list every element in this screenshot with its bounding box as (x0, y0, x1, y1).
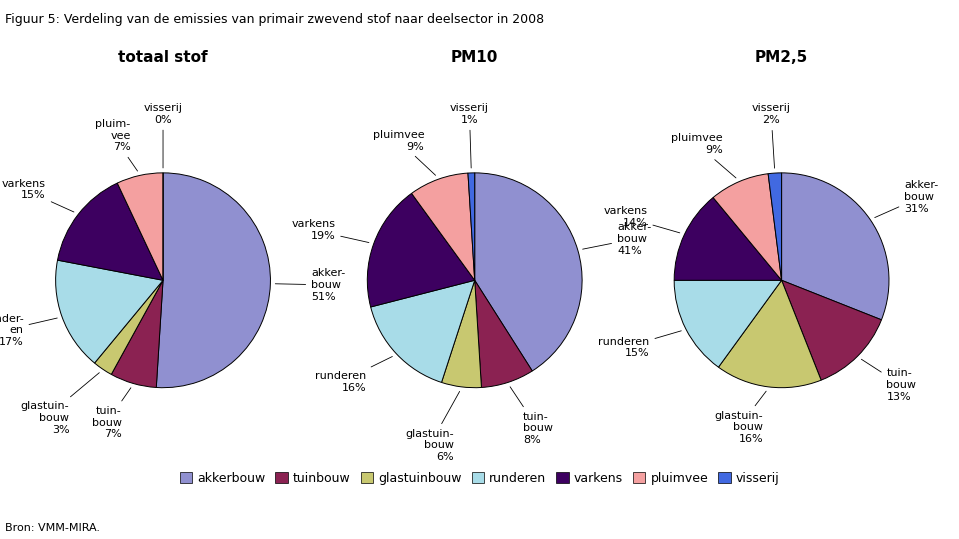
Wedge shape (475, 280, 532, 388)
Text: varkens
19%: varkens 19% (292, 219, 369, 243)
Wedge shape (475, 173, 582, 371)
Wedge shape (782, 280, 881, 380)
Text: akker-
bouw
51%: akker- bouw 51% (275, 268, 345, 301)
Wedge shape (58, 183, 163, 280)
Wedge shape (371, 280, 475, 383)
Wedge shape (441, 280, 481, 388)
Wedge shape (713, 174, 782, 280)
Text: akker-
bouw
31%: akker- bouw 31% (875, 181, 939, 218)
Wedge shape (156, 173, 270, 388)
Text: tuin-
bouw
13%: tuin- bouw 13% (861, 360, 917, 402)
Text: varkens
14%: varkens 14% (603, 206, 680, 233)
Wedge shape (468, 173, 475, 280)
Text: visserij
1%: visserij 1% (450, 103, 489, 168)
Wedge shape (782, 173, 889, 320)
Legend: akkerbouw, tuinbouw, glastuinbouw, runderen, varkens, pluimvee, visserij: akkerbouw, tuinbouw, glastuinbouw, runde… (175, 467, 784, 489)
Text: varkens
15%: varkens 15% (2, 178, 74, 212)
Wedge shape (56, 260, 163, 363)
Text: tuin-
bouw
8%: tuin- bouw 8% (510, 387, 552, 445)
Wedge shape (768, 173, 782, 280)
Text: akker-
bouw
41%: akker- bouw 41% (583, 222, 651, 255)
Text: runderen
16%: runderen 16% (316, 356, 392, 392)
Text: tuin-
bouw
7%: tuin- bouw 7% (92, 388, 130, 439)
Text: runder-
en
17%: runder- en 17% (0, 314, 58, 347)
Wedge shape (674, 280, 782, 367)
Text: Figuur 5: Verdeling van de emissies van primair zwevend stof naar deelsector in : Figuur 5: Verdeling van de emissies van … (5, 13, 544, 26)
Wedge shape (674, 197, 782, 280)
Text: pluimvee
9%: pluimvee 9% (671, 134, 736, 178)
Text: glastuin-
bouw
6%: glastuin- bouw 6% (406, 391, 459, 462)
Text: runderen
15%: runderen 15% (598, 331, 681, 358)
Text: visserij
0%: visserij 0% (144, 103, 182, 168)
Wedge shape (95, 280, 163, 375)
Wedge shape (718, 280, 821, 388)
Text: visserij
2%: visserij 2% (752, 103, 790, 168)
Wedge shape (367, 194, 475, 307)
Text: pluimvee
9%: pluimvee 9% (373, 130, 435, 175)
Text: glastuin-
bouw
16%: glastuin- bouw 16% (714, 391, 766, 444)
Text: Bron: VMM-MIRA.: Bron: VMM-MIRA. (5, 522, 100, 533)
Wedge shape (411, 173, 475, 280)
Wedge shape (111, 280, 163, 388)
Text: pluim-
vee
7%: pluim- vee 7% (96, 119, 137, 171)
Wedge shape (117, 173, 163, 280)
Text: glastuin-
bouw
3%: glastuin- bouw 3% (21, 372, 100, 434)
Text: totaal stof: totaal stof (118, 50, 208, 65)
Text: PM2,5: PM2,5 (755, 50, 808, 65)
Text: PM10: PM10 (451, 50, 499, 65)
